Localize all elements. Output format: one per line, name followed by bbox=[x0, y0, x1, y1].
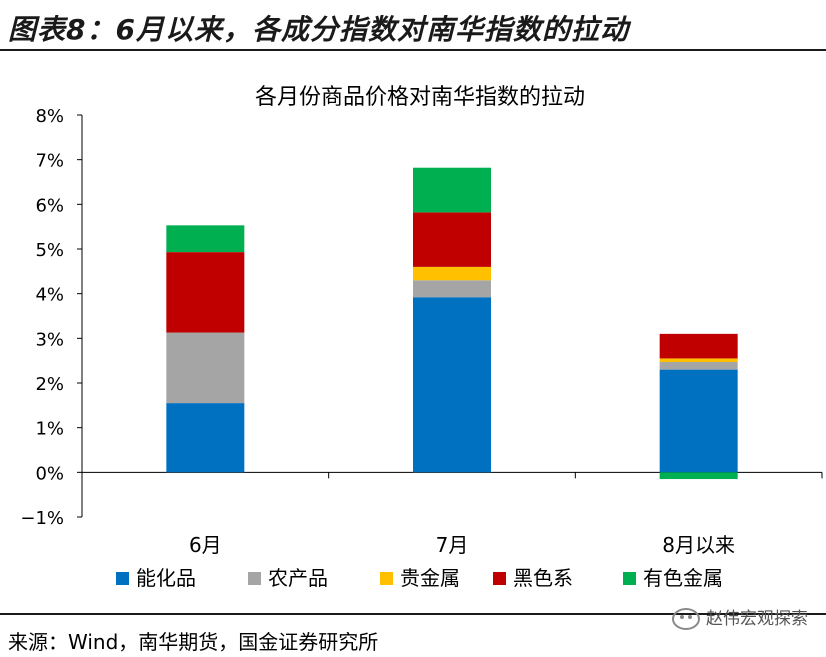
bars bbox=[166, 167, 738, 480]
legend-label: 贵金属 bbox=[400, 566, 460, 590]
y-tick-label: 8% bbox=[35, 106, 64, 127]
x-tick-label: 6月 bbox=[189, 533, 222, 557]
y-axis: −1% 0% 1% 2% 3% 4% 5% 6% 7% 8% bbox=[20, 106, 83, 529]
y-tick-label: 1% bbox=[35, 419, 64, 440]
y-tick-label: 6% bbox=[35, 195, 64, 216]
legend: 能化品 农产品 贵金属 黑色系 有色金属 bbox=[116, 566, 723, 590]
legend-label: 能化品 bbox=[136, 566, 196, 590]
watermark: 赵伟宏观探索 bbox=[672, 604, 808, 630]
chart-title: 各月份商品价格对南华指数的拉动 bbox=[255, 85, 585, 110]
bar-segment bbox=[413, 167, 491, 213]
bar-segment bbox=[659, 333, 738, 359]
y-tick-label: 0% bbox=[35, 463, 64, 484]
legend-swatch bbox=[493, 572, 506, 585]
legend-label: 农产品 bbox=[268, 566, 328, 590]
bar-segment bbox=[413, 280, 491, 298]
bar-segment bbox=[166, 252, 245, 333]
bar-segment bbox=[659, 472, 738, 480]
legend-swatch bbox=[623, 572, 636, 585]
y-tick-label: 3% bbox=[35, 329, 64, 350]
bar-segment bbox=[413, 212, 491, 267]
bar-segment bbox=[413, 266, 491, 281]
bar-segment bbox=[166, 332, 245, 404]
y-tick-label: 2% bbox=[35, 374, 64, 395]
bar-segment bbox=[166, 225, 245, 253]
figure-title: 图表8：6月以来，各成分指数对南华指数的拉动 bbox=[8, 13, 629, 46]
bar-segment bbox=[659, 358, 738, 363]
y-tick-label: 4% bbox=[35, 285, 64, 306]
x-tick-label: 8月以来 bbox=[662, 533, 735, 557]
x-tick-label: 7月 bbox=[436, 533, 469, 557]
y-tick-label: 5% bbox=[35, 240, 64, 261]
header-divider bbox=[0, 49, 826, 51]
legend-label: 黑色系 bbox=[513, 566, 573, 590]
chart-container: 各月份商品价格对南华指数的拉动 −1% 0% 1% 2% 3% 4% 5% 6% 7% 8% 6月… bbox=[0, 51, 826, 613]
bar-segment bbox=[166, 403, 245, 473]
legend-swatch bbox=[380, 572, 393, 585]
y-tick-label: −1% bbox=[20, 508, 64, 529]
report-header: 图表8：6月以来，各成分指数对南华指数的拉动 bbox=[0, 0, 826, 51]
footer-divider bbox=[0, 613, 826, 615]
watermark-text: 赵伟宏观探索 bbox=[706, 609, 808, 629]
source-note: 来源：Wind，南华期货，国金证券研究所 bbox=[8, 630, 379, 654]
stacked-bar-chart: 各月份商品价格对南华指数的拉动 −1% 0% 1% 2% 3% 4% 5% 6% 7% 8% 6月… bbox=[20, 85, 823, 590]
x-axis: 6月 7月 8月以来 bbox=[81, 471, 823, 557]
bar-segment bbox=[659, 362, 738, 370]
bar-segment bbox=[413, 297, 491, 473]
wechat-icon bbox=[672, 608, 700, 630]
legend-swatch bbox=[248, 572, 261, 585]
bar-segment bbox=[659, 369, 738, 473]
legend-label: 有色金属 bbox=[643, 566, 723, 590]
y-tick-label: 7% bbox=[35, 151, 64, 172]
legend-swatch bbox=[116, 572, 129, 585]
